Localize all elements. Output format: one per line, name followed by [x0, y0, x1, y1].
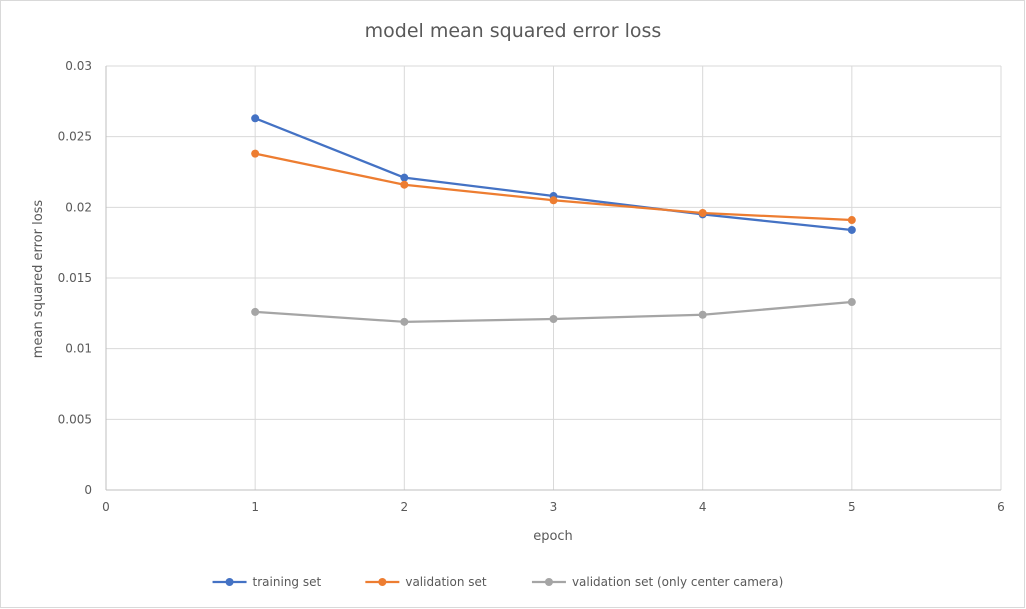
data-point	[698, 208, 707, 217]
series-lines	[251, 114, 856, 326]
x-tick-label: 2	[401, 500, 409, 514]
y-tick-label: 0.025	[58, 130, 92, 144]
legend-item-2: validation set	[365, 575, 487, 589]
x-tick-label: 3	[550, 500, 558, 514]
y-tick-label: 0.03	[65, 59, 92, 73]
y-tick-label: 0.005	[58, 412, 92, 426]
x-tick-label: 1	[251, 500, 259, 514]
data-point	[251, 307, 260, 316]
legend-marker	[544, 578, 553, 586]
x-tick-label: 6	[997, 500, 1005, 514]
chart-title: model mean squared error loss	[365, 20, 662, 42]
y-tick-label: 0.02	[65, 200, 92, 214]
data-point	[549, 196, 558, 205]
x-axis-label: epoch	[533, 529, 573, 544]
data-point	[400, 317, 409, 326]
y-axis-label: mean squared error loss	[31, 200, 46, 359]
legend-label: training set	[253, 575, 322, 589]
data-point	[698, 310, 707, 319]
y-tick-label: 0.01	[65, 342, 92, 356]
x-tick-labels: 0 1 2 3 4 5 6	[102, 500, 1005, 514]
data-point	[251, 149, 260, 158]
x-tick-label: 5	[848, 500, 856, 514]
data-point	[847, 225, 856, 234]
data-point	[847, 216, 856, 225]
data-point	[400, 173, 409, 182]
data-point	[400, 180, 409, 189]
legend: training set validation set validation set…	[212, 575, 783, 589]
legend-label: validation set (only center camera)	[572, 575, 783, 589]
data-point	[251, 114, 260, 123]
legend-item-3: validation set (only center camera)	[531, 575, 783, 589]
series-3	[251, 298, 856, 326]
series-2	[251, 149, 856, 225]
legend-marker	[225, 578, 234, 586]
legend-marker	[378, 578, 387, 586]
legend-label: validation set	[405, 575, 487, 589]
y-tick-label: 0.015	[58, 271, 92, 285]
y-tick-labels: 0 0.005 0.01 0.015 0.02 0.025 0.03	[58, 59, 92, 497]
y-tick-label: 0	[84, 483, 92, 497]
data-point	[549, 314, 558, 323]
gridlines	[106, 65, 1002, 490]
x-tick-label: 4	[699, 500, 707, 514]
data-point	[847, 298, 856, 307]
axes	[105, 66, 1001, 491]
legend-item-1: training set	[212, 575, 322, 589]
x-tick-label: 0	[102, 500, 110, 514]
